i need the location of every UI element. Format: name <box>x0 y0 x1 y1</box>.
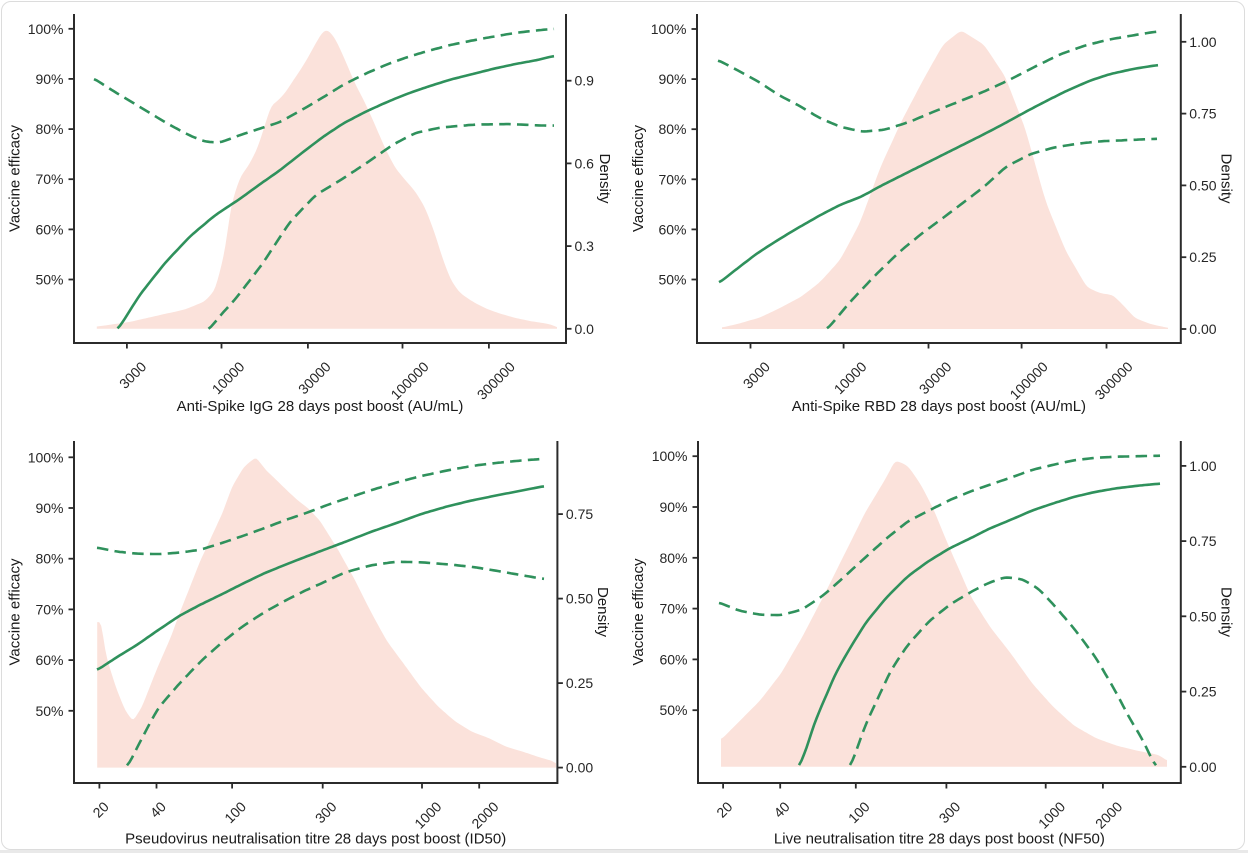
svg-text:3000: 3000 <box>116 358 149 391</box>
svg-text:90%: 90% <box>35 71 63 87</box>
svg-text:300: 300 <box>312 798 340 826</box>
svg-text:80%: 80% <box>35 121 63 137</box>
svg-text:50%: 50% <box>659 702 687 718</box>
svg-text:300: 300 <box>936 798 964 826</box>
svg-text:1000: 1000 <box>411 798 444 831</box>
svg-text:30000: 30000 <box>916 358 955 397</box>
svg-text:0.50: 0.50 <box>1189 608 1216 624</box>
svg-text:Anti-Spike RBD 28 days post bo: Anti-Spike RBD 28 days post boost (AU/mL… <box>792 398 1086 415</box>
svg-text:0.50: 0.50 <box>566 591 593 607</box>
svg-text:Density: Density <box>596 153 613 204</box>
svg-text:20: 20 <box>89 798 111 820</box>
svg-text:60%: 60% <box>659 651 687 667</box>
svg-text:Live neutralisation titre 28 d: Live neutralisation titre 28 days post b… <box>774 831 1105 848</box>
svg-text:0.3: 0.3 <box>575 238 595 254</box>
svg-text:Density: Density <box>1218 153 1235 204</box>
svg-text:90%: 90% <box>659 499 687 515</box>
svg-text:100: 100 <box>845 798 873 826</box>
svg-text:40: 40 <box>147 798 169 820</box>
svg-text:100: 100 <box>221 798 249 826</box>
svg-text:100%: 100% <box>28 21 64 37</box>
svg-text:100000: 100000 <box>387 358 431 402</box>
svg-text:0.9: 0.9 <box>575 73 595 89</box>
svg-text:0.25: 0.25 <box>566 675 593 691</box>
svg-text:Vaccine efficacy: Vaccine efficacy <box>7 125 24 232</box>
svg-text:50%: 50% <box>35 703 63 719</box>
svg-text:100%: 100% <box>651 21 687 37</box>
svg-text:30000: 30000 <box>295 358 334 397</box>
svg-text:0.00: 0.00 <box>566 760 593 776</box>
svg-text:70%: 70% <box>659 601 687 617</box>
svg-text:90%: 90% <box>658 71 686 87</box>
svg-text:300000: 300000 <box>474 358 518 402</box>
svg-text:1000: 1000 <box>1035 798 1068 831</box>
svg-text:70%: 70% <box>658 171 686 187</box>
svg-text:0.75: 0.75 <box>1189 106 1216 122</box>
svg-text:2000: 2000 <box>468 798 501 831</box>
svg-text:Density: Density <box>1218 587 1235 638</box>
svg-text:80%: 80% <box>659 550 687 566</box>
svg-text:100%: 100% <box>28 449 64 465</box>
svg-text:50%: 50% <box>35 272 63 288</box>
svg-text:80%: 80% <box>658 121 686 137</box>
svg-text:40: 40 <box>770 798 792 820</box>
svg-text:Vaccine efficacy: Vaccine efficacy <box>630 125 647 232</box>
svg-text:1.00: 1.00 <box>1189 458 1216 474</box>
svg-text:20: 20 <box>713 798 735 820</box>
svg-text:70%: 70% <box>35 601 63 617</box>
svg-text:60%: 60% <box>658 221 686 237</box>
svg-text:Vaccine efficacy: Vaccine efficacy <box>630 558 647 665</box>
svg-text:70%: 70% <box>35 171 63 187</box>
svg-text:10000: 10000 <box>209 358 248 397</box>
svg-text:0.75: 0.75 <box>1189 533 1216 549</box>
svg-text:0.00: 0.00 <box>1189 321 1216 337</box>
svg-text:3000: 3000 <box>740 358 773 391</box>
svg-text:Anti-Spike IgG 28 days post bo: Anti-Spike IgG 28 days post boost (AU/mL… <box>177 398 464 415</box>
svg-text:1.00: 1.00 <box>1189 34 1216 50</box>
svg-text:300000: 300000 <box>1091 358 1135 402</box>
svg-text:80%: 80% <box>35 551 63 567</box>
svg-text:0.75: 0.75 <box>566 506 593 522</box>
svg-text:Vaccine efficacy: Vaccine efficacy <box>7 558 24 665</box>
svg-text:0.25: 0.25 <box>1189 249 1216 265</box>
svg-text:60%: 60% <box>35 221 63 237</box>
svg-text:2000: 2000 <box>1092 798 1125 831</box>
svg-text:60%: 60% <box>35 652 63 668</box>
svg-text:0.50: 0.50 <box>1189 177 1216 193</box>
svg-text:100000: 100000 <box>1006 358 1050 402</box>
svg-text:0.25: 0.25 <box>1189 684 1216 700</box>
svg-text:Density: Density <box>594 587 611 638</box>
svg-text:0.00: 0.00 <box>1189 759 1216 775</box>
svg-text:0.0: 0.0 <box>575 321 595 337</box>
svg-text:Pseudovirus neutralisation tit: Pseudovirus neutralisation titre 28 days… <box>125 831 506 848</box>
svg-text:10000: 10000 <box>831 358 870 397</box>
svg-text:100%: 100% <box>652 448 688 464</box>
svg-text:50%: 50% <box>658 272 686 288</box>
svg-text:0.6: 0.6 <box>575 155 595 171</box>
svg-text:90%: 90% <box>35 500 63 516</box>
